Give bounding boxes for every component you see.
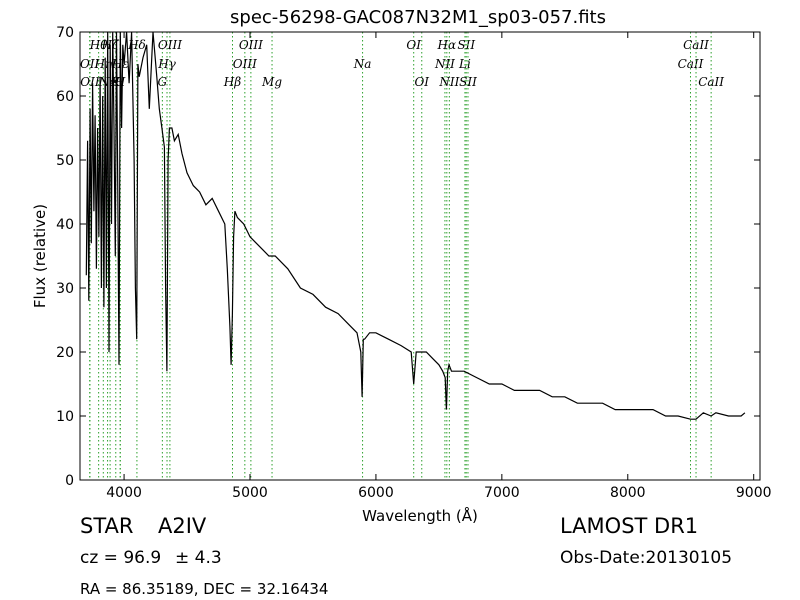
line-marker-label: SII — [459, 75, 477, 89]
line-marker-label: OIII — [239, 38, 263, 52]
line-markers: OIIOIIHθHηNeHζKHHεHδGHγOIIIHβOIIIOIIIMgN… — [80, 32, 724, 480]
line-marker-label: OIII — [233, 57, 257, 71]
y-tick-label: 10 — [56, 409, 74, 425]
line-marker-label: Hα — [437, 38, 457, 52]
y-tick-label: 20 — [56, 345, 74, 361]
line-marker-label: OI — [406, 38, 421, 52]
axis-ticks: 4000 5000 6000 7000 8000 9000 0 10 20 30 40 50 60 70 — [56, 25, 771, 501]
x-tick-label: 8000 — [610, 485, 646, 501]
line-marker-label: Hβ — [223, 75, 241, 89]
y-tick-label: 30 — [56, 281, 74, 297]
object-class: STAR — [80, 514, 134, 538]
line-marker-label: Mg — [261, 75, 282, 89]
x-axis-label: Wavelength (Å) — [362, 506, 478, 525]
plot-frame — [79, 31, 761, 481]
cz-error: ± 4.3 — [175, 548, 222, 568]
object-subclass: A2IV — [158, 514, 207, 538]
chart-title: spec-56298-GAC087N32M1_sp03-057.fits — [230, 7, 606, 28]
line-marker-label: Hδ — [127, 38, 146, 52]
line-marker-label: SII — [457, 38, 475, 52]
line-marker-label: OI — [414, 75, 429, 89]
y-axis-label: Flux (relative) — [31, 204, 49, 308]
line-marker-label: NII — [434, 57, 455, 71]
line-marker-label: G — [158, 75, 168, 89]
x-tick-label: 4000 — [106, 485, 142, 501]
line-marker-label: NII — [438, 75, 459, 89]
line-marker-label: OII — [80, 75, 100, 89]
spectrum-line — [85, 31, 746, 420]
y-tick-label: 70 — [56, 25, 74, 41]
line-marker-label: Na — [353, 57, 372, 71]
line-marker-label: Li — [458, 57, 471, 71]
line-marker-label: Hγ — [157, 57, 176, 71]
y-tick-label: 0 — [65, 473, 74, 489]
obs-date: Obs-Date:20130105 — [560, 548, 733, 568]
line-marker-label: CaII — [678, 57, 704, 71]
cz-value: cz = 96.9 — [80, 548, 162, 568]
line-marker-label: CaII — [698, 75, 724, 89]
x-tick-label: 9000 — [736, 485, 772, 501]
x-tick-label: 5000 — [232, 485, 268, 501]
y-tick-label: 40 — [56, 217, 74, 233]
survey-name: LAMOST DR1 — [560, 514, 699, 538]
line-marker-label: CaII — [683, 38, 709, 52]
ra-dec-coordinates: RA = 86.35189, DEC = 32.16434 — [80, 580, 329, 598]
x-tick-label: 7000 — [484, 485, 520, 501]
y-tick-label: 60 — [56, 89, 74, 105]
line-marker-label: OIII — [158, 38, 182, 52]
y-tick-label: 50 — [56, 153, 74, 169]
x-tick-label: 6000 — [358, 485, 394, 501]
